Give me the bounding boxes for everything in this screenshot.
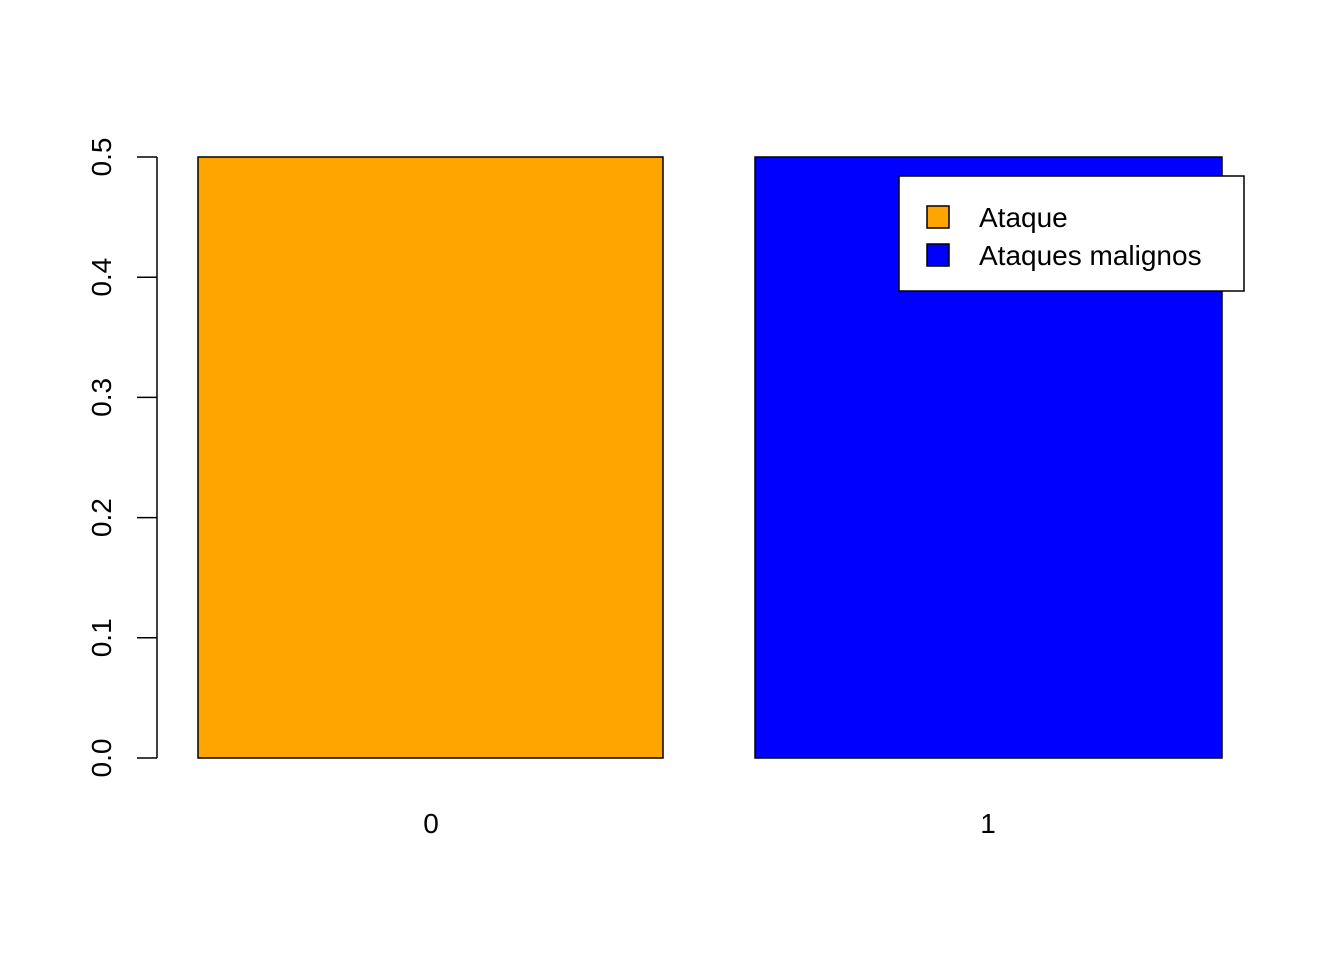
y-tick-label: 0.2	[86, 498, 117, 537]
legend-swatch	[926, 205, 950, 229]
bar	[197, 156, 664, 759]
y-tick-label: 0.1	[86, 618, 117, 657]
x-tick-label: 1	[980, 808, 996, 839]
y-axis: 0.0 0.1 0.2 0.3 0.4 0.5	[86, 138, 158, 778]
legend-box	[898, 175, 1245, 292]
x-tick-label: 0	[423, 808, 439, 839]
legend-label: Ataques malignos	[979, 240, 1202, 271]
legend: Ataque Ataques malignos	[898, 175, 1245, 292]
y-tick-label: 0.5	[86, 138, 117, 177]
legend-label: Ataque	[979, 202, 1068, 233]
y-tick-label: 0.3	[86, 378, 117, 417]
legend-swatch	[926, 243, 950, 267]
y-tick-label: 0.0	[86, 739, 117, 778]
y-tick-label: 0.4	[86, 258, 117, 297]
